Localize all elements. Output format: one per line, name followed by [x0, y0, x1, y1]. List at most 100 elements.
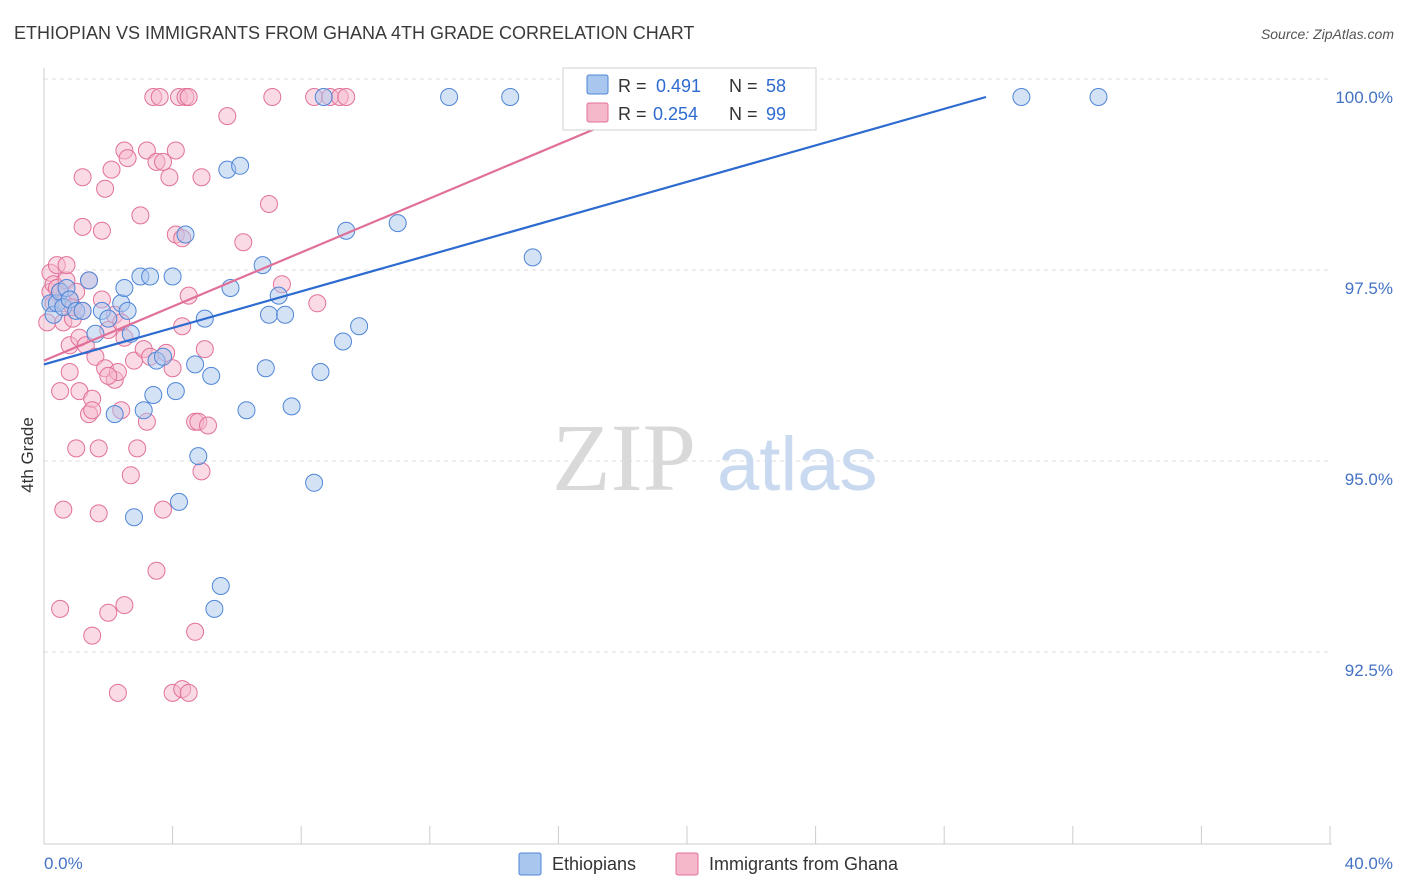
ghana-point-75 — [195, 340, 214, 359]
ghana-point-8 — [51, 382, 70, 401]
legend-n-value-ghana: 99 — [766, 104, 786, 124]
ethiopians-point-29 — [186, 355, 205, 374]
ghana-point-88 — [83, 626, 102, 645]
ghana-point-80 — [263, 88, 282, 106]
y-tick-label-2: 97.5% — [1345, 279, 1393, 298]
ethiopians-trend-line — [43, 95, 987, 366]
legend-swatch-ethiopians — [586, 74, 609, 95]
ghana-point-47 — [121, 466, 140, 485]
ghana-point-46 — [118, 149, 137, 168]
ghana-point-70 — [179, 88, 198, 106]
ethiopians-point-37 — [231, 156, 250, 175]
ethiopians-point-47 — [314, 88, 333, 106]
ghana-point-58 — [154, 500, 172, 519]
series-legend: Ethiopians Immigrants from Ghana — [518, 852, 899, 876]
ghana-point-12 — [57, 256, 76, 275]
legend-n-label-ghana: N = — [729, 104, 758, 124]
ethiopians-point-38 — [237, 401, 256, 420]
ethiopians-point-20 — [134, 401, 153, 420]
ethiopians-point-44 — [282, 397, 301, 416]
ethiopians-point-56 — [1012, 88, 1031, 106]
y-tick-label-3: 100.0% — [1335, 88, 1393, 107]
ghana-point-78 — [234, 233, 253, 252]
ghana-point-76 — [199, 416, 217, 435]
bottom-legend-label-ghana: Immigrants from Ghana — [709, 854, 899, 874]
ghana-point-96 — [54, 500, 73, 519]
ethiopians-point-45 — [305, 473, 324, 492]
ethiopians-point-33 — [205, 599, 224, 618]
bottom-legend-swatch-ethiopians — [518, 852, 542, 876]
stats-legend: R = 0.491 N = 58 R = 0.254 N = 99 — [562, 67, 817, 131]
ghana-point-38 — [102, 160, 121, 179]
ethiopians-point-15 — [115, 279, 134, 297]
ghana-point-83 — [308, 294, 327, 313]
ethiopians-point-21 — [141, 267, 160, 286]
legend-n-label-ethiopians: N = — [729, 76, 758, 96]
x-tick-label-max: 40.0% — [1345, 854, 1393, 873]
ghana-point-93 — [179, 683, 198, 702]
ethiopians-point-57 — [1089, 88, 1108, 106]
ethiopians-point-24 — [154, 347, 172, 366]
legend-r-label-ethiopians: R = — [618, 76, 647, 96]
bottom-legend-swatch-ghana — [675, 852, 699, 876]
legend-r-label-ghana: R = — [618, 104, 647, 124]
watermark-zip: ZIP — [552, 404, 696, 511]
ghana-point-28 — [83, 401, 102, 420]
ghana-point-30 — [89, 439, 108, 458]
watermark: ZIP atlas — [552, 404, 878, 511]
ethiopians-point-13 — [105, 405, 124, 424]
series-ethiopians-points — [41, 88, 1108, 618]
ethiopians-point-50 — [350, 317, 369, 336]
ethiopians-point-40 — [256, 359, 275, 378]
ethiopians-point-34 — [211, 577, 230, 595]
ghana-point-32 — [92, 221, 111, 240]
ethiopians-point-48 — [334, 332, 352, 351]
y-tick-label-1: 95.0% — [1345, 470, 1393, 489]
ghana-point-94 — [186, 622, 205, 641]
ethiopians-point-16 — [118, 301, 137, 320]
ghana-point-49 — [128, 439, 147, 458]
ghana-point-77 — [218, 107, 237, 126]
ethiopians-point-51 — [388, 214, 407, 233]
ethiopians-point-26 — [166, 382, 185, 401]
ghana-point-57 — [150, 88, 169, 106]
ethiopians-point-22 — [144, 386, 163, 404]
series-immigrants-from-ghana-points — [38, 88, 356, 702]
legend-n-value-ethiopians: 58 — [766, 76, 786, 96]
ghana-point-59 — [154, 152, 172, 171]
ghana-point-98 — [99, 366, 118, 385]
ghana-trend-line — [43, 95, 672, 362]
ethiopians-point-46 — [311, 363, 330, 381]
ghana-point-90 — [147, 561, 166, 580]
ghana-point-19 — [67, 439, 86, 458]
ghana-point-73 — [192, 462, 211, 481]
chart-title: ETHIOPIAN VS IMMIGRANTS FROM GHANA 4TH G… — [14, 23, 694, 43]
watermark-atlas: atlas — [717, 422, 878, 507]
ethiopians-point-9 — [80, 271, 98, 290]
ghana-point-63 — [166, 141, 185, 160]
ethiopians-point-53 — [501, 88, 520, 106]
ghana-point-34 — [96, 179, 115, 198]
legend-swatch-ghana — [586, 102, 609, 123]
axes — [43, 68, 1332, 845]
ghana-point-14 — [60, 363, 79, 381]
y-axis-tick-labels: 92.5% 95.0% 97.5% 100.0% — [1335, 88, 1393, 680]
ethiopians-point-30 — [189, 447, 208, 466]
ghana-point-74 — [192, 168, 211, 187]
ghana-point-50 — [131, 206, 150, 225]
x-axis-ticks — [43, 826, 1331, 844]
ghana-point-23 — [73, 168, 92, 187]
ghana-point-86 — [337, 88, 356, 106]
ghana-point-36 — [99, 603, 118, 622]
ghana-point-31 — [89, 504, 108, 523]
ethiopians-point-41 — [260, 305, 278, 324]
ethiopians-point-8 — [73, 301, 92, 320]
ghana-point-87 — [51, 599, 70, 618]
ethiopians-point-28 — [176, 225, 195, 244]
ghana-point-79 — [260, 195, 278, 213]
bottom-legend-label-ethiopians: Ethiopians — [552, 854, 636, 874]
ethiopians-point-43 — [276, 305, 295, 324]
ethiopians-point-52 — [440, 88, 459, 106]
chart-source: Source: ZipAtlas.com — [1261, 26, 1394, 42]
